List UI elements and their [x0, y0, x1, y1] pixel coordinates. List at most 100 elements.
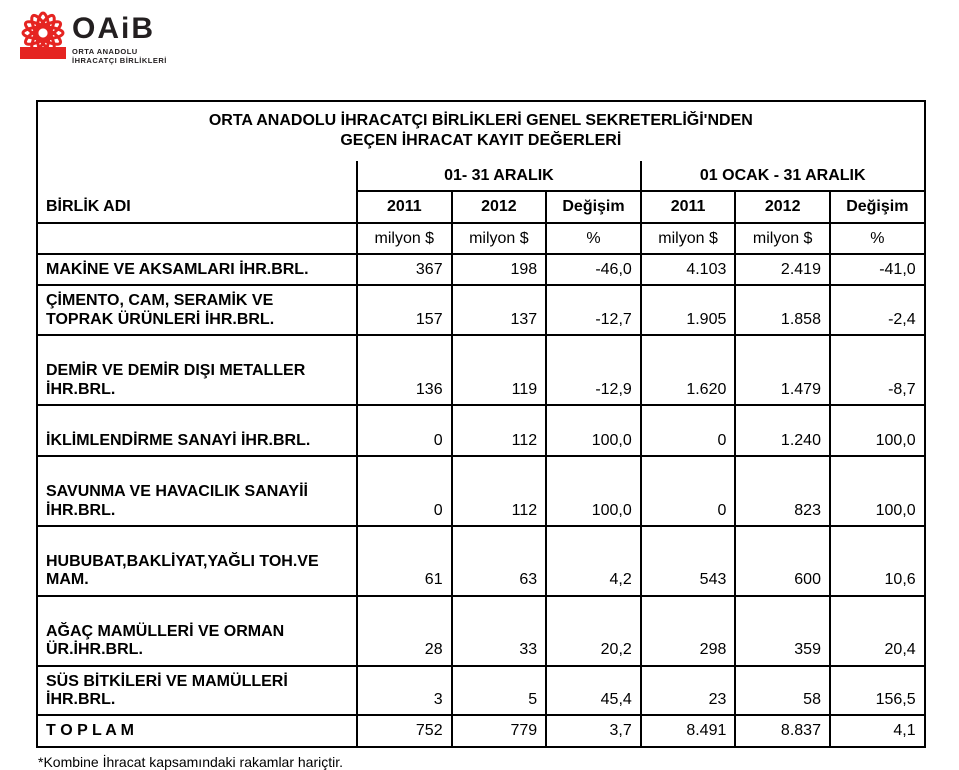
export-table: ORTA ANADOLU İHRACATÇI BİRLİKLERİ GENEL …: [36, 100, 926, 748]
cell: 100,0: [546, 456, 641, 526]
cell: 112: [452, 456, 547, 526]
unit-p1: %: [546, 223, 641, 254]
cell: 156,5: [830, 666, 925, 716]
unit-m2: milyon $: [452, 223, 547, 254]
period-left-label: 01- 31 ARALIK: [357, 161, 641, 191]
cell: 543: [641, 526, 736, 596]
logo-text-sub: ORTA ANADOLUİHRACATÇI BİRLİKLERİ: [72, 47, 167, 65]
cell: 752: [357, 715, 452, 746]
table-row: İKLİMLENDİRME SANAYİ İHR.BRL.0112100,001…: [37, 405, 925, 456]
cell: 1.479: [735, 335, 830, 405]
cell: 1.858: [735, 285, 830, 335]
cell: 61: [357, 526, 452, 596]
table-row: SAVUNMA VE HAVACILIK SANAYİİ İHR.BRL.011…: [37, 456, 925, 526]
row-name: T O P L A M: [37, 715, 357, 746]
unit-m3: milyon $: [641, 223, 736, 254]
row-name: SÜS BİTKİLERİ VE MAMÜLLERİ İHR.BRL.: [37, 666, 357, 716]
page: OAiB ORTA ANADOLUİHRACATÇI BİRLİKLERİ OR…: [0, 0, 959, 718]
cell: 823: [735, 456, 830, 526]
cell: 0: [641, 456, 736, 526]
cell: 63: [452, 526, 547, 596]
table-row: DEMİR VE DEMİR DIŞI METALLER İHR.BRL.136…: [37, 335, 925, 405]
table-row: MAKİNE VE AKSAMLARI İHR.BRL.367198-46,04…: [37, 254, 925, 285]
table-row: SÜS BİTKİLERİ VE MAMÜLLERİ İHR.BRL.3545,…: [37, 666, 925, 716]
col-2011-b: 2011: [641, 191, 736, 222]
cell: 5: [452, 666, 547, 716]
cell: -2,4: [830, 285, 925, 335]
row-name: HUBUBAT,BAKLİYAT,YAĞLI TOH.VE MAM.: [37, 526, 357, 596]
title-row-2: GEÇEN İHRACAT KAYIT DEĞERLERİ: [37, 132, 925, 160]
cell: 100,0: [546, 405, 641, 456]
cell: 20,2: [546, 596, 641, 666]
cell: 100,0: [830, 456, 925, 526]
row-name: DEMİR VE DEMİR DIŞI METALLER İHR.BRL.: [37, 335, 357, 405]
cell: 4.103: [641, 254, 736, 285]
cell: 1.240: [735, 405, 830, 456]
cell: 0: [357, 405, 452, 456]
period-right-label: 01 OCAK - 31 ARALIK: [641, 161, 925, 191]
cell: 100,0: [830, 405, 925, 456]
cell: 367: [357, 254, 452, 285]
col-2011-a: 2011: [357, 191, 452, 222]
cell: 4,2: [546, 526, 641, 596]
cell: 4,1: [830, 715, 925, 746]
cell: 600: [735, 526, 830, 596]
row-name: İKLİMLENDİRME SANAYİ İHR.BRL.: [37, 405, 357, 456]
cell: 45,4: [546, 666, 641, 716]
cell: -12,9: [546, 335, 641, 405]
cell: 0: [357, 456, 452, 526]
title-row-1: ORTA ANADOLU İHRACATÇI BİRLİKLERİ GENEL …: [37, 101, 925, 132]
cell: 1.620: [641, 335, 736, 405]
table-row: ÇİMENTO, CAM, SERAMİK VE TOPRAK ÜRÜNLERİ…: [37, 285, 925, 335]
col-2012-a: 2012: [452, 191, 547, 222]
footnote: *Kombine İhracat kapsamındaki rakamlar h…: [38, 754, 343, 770]
period-row: 01- 31 ARALIK 01 OCAK - 31 ARALIK: [37, 161, 925, 191]
col-chg-a: Değişim: [546, 191, 641, 222]
logo: OAiB ORTA ANADOLUİHRACATÇI BİRLİKLERİ: [20, 8, 230, 70]
year-header-row: BİRLİK ADI 2011 2012 Değişim 2011 2012 D…: [37, 191, 925, 222]
row-name: AĞAÇ MAMÜLLERİ VE ORMAN ÜR.İHR.BRL.: [37, 596, 357, 666]
cell: 23: [641, 666, 736, 716]
unit-p2: %: [830, 223, 925, 254]
cell: 112: [452, 405, 547, 456]
cell: 359: [735, 596, 830, 666]
cell: 28: [357, 596, 452, 666]
cell: 0: [641, 405, 736, 456]
cell: 157: [357, 285, 452, 335]
cell: 1.905: [641, 285, 736, 335]
cell: -46,0: [546, 254, 641, 285]
cell: 58: [735, 666, 830, 716]
cell: 3: [357, 666, 452, 716]
unit-m4: milyon $: [735, 223, 830, 254]
unit-blank: [37, 223, 357, 254]
cell: 8.837: [735, 715, 830, 746]
col-name-header: BİRLİK ADI: [37, 191, 357, 222]
cell: 136: [357, 335, 452, 405]
table-row: AĞAÇ MAMÜLLERİ VE ORMAN ÜR.İHR.BRL.28332…: [37, 596, 925, 666]
cell: 298: [641, 596, 736, 666]
cell: 198: [452, 254, 547, 285]
cell: 20,4: [830, 596, 925, 666]
row-name: SAVUNMA VE HAVACILIK SANAYİİ İHR.BRL.: [37, 456, 357, 526]
cell: -12,7: [546, 285, 641, 335]
unit-header-row: milyon $ milyon $ % milyon $ milyon $ %: [37, 223, 925, 254]
table-wrap: ORTA ANADOLU İHRACATÇI BİRLİKLERİ GENEL …: [36, 100, 924, 748]
cell: 137: [452, 285, 547, 335]
row-name: MAKİNE VE AKSAMLARI İHR.BRL.: [37, 254, 357, 285]
cell: 3,7: [546, 715, 641, 746]
cell: 119: [452, 335, 547, 405]
cell: 2.419: [735, 254, 830, 285]
row-name: ÇİMENTO, CAM, SERAMİK VE TOPRAK ÜRÜNLERİ…: [37, 285, 357, 335]
cell: -41,0: [830, 254, 925, 285]
table-title-1: ORTA ANADOLU İHRACATÇI BİRLİKLERİ GENEL …: [37, 101, 925, 132]
table-row: T O P L A M7527793,78.4918.8374,1: [37, 715, 925, 746]
table-title-2: GEÇEN İHRACAT KAYIT DEĞERLERİ: [37, 132, 925, 160]
cell: -8,7: [830, 335, 925, 405]
table-row: HUBUBAT,BAKLİYAT,YAĞLI TOH.VE MAM.61634,…: [37, 526, 925, 596]
period-blank: [37, 161, 357, 191]
cell: 33: [452, 596, 547, 666]
cell: 8.491: [641, 715, 736, 746]
col-2012-b: 2012: [735, 191, 830, 222]
cell: 10,6: [830, 526, 925, 596]
logo-text-main: OAiB: [72, 12, 155, 46]
